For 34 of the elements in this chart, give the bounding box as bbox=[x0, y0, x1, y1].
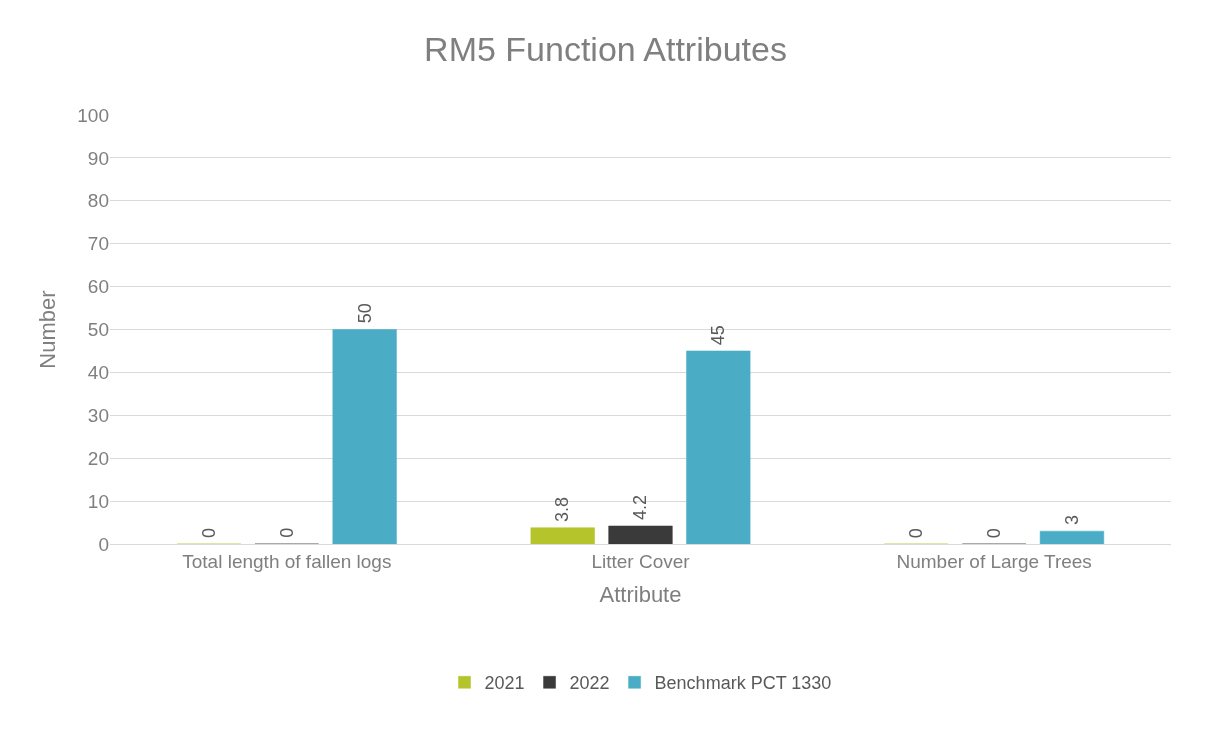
y-tick-label: 60 bbox=[87, 276, 109, 298]
x-tick-label: Number of Large Trees bbox=[896, 550, 1092, 572]
y-tick-label: 10 bbox=[87, 490, 109, 512]
data-label: 0 bbox=[906, 528, 927, 539]
data-label: 3.8 bbox=[552, 496, 573, 522]
y-tick-label: 40 bbox=[87, 362, 109, 384]
chart-title: RM5 Function Attributes bbox=[424, 29, 787, 68]
bar bbox=[530, 527, 595, 544]
y-tick-label: 50 bbox=[87, 319, 109, 341]
y-tick-label: 20 bbox=[87, 447, 109, 469]
bar bbox=[332, 329, 397, 544]
data-label: 4.2 bbox=[630, 494, 651, 520]
data-label: 50 bbox=[355, 303, 376, 324]
data-label: 3 bbox=[1061, 515, 1082, 526]
y-axis-title: Number bbox=[35, 290, 61, 369]
x-tick-label: Litter Cover bbox=[591, 550, 691, 572]
x-tick-label: Total length of fallen logs bbox=[182, 550, 392, 572]
x-axis-title: Attribute bbox=[599, 581, 682, 607]
y-tick-label: 80 bbox=[87, 190, 109, 212]
bar bbox=[1039, 530, 1105, 544]
legend-label: Benchmark PCT 1330 bbox=[654, 673, 832, 694]
y-tick-label: 30 bbox=[87, 404, 109, 426]
y-tick-label: 100 bbox=[77, 104, 109, 126]
legend-label: 2022 bbox=[569, 673, 610, 694]
legend-label: 2021 bbox=[484, 673, 525, 694]
y-tick-label: 90 bbox=[87, 147, 109, 169]
data-label: 0 bbox=[984, 528, 1005, 539]
data-label: 0 bbox=[276, 527, 297, 538]
data-label: 45 bbox=[708, 325, 729, 346]
y-tick-label: 0 bbox=[98, 533, 109, 555]
y-tick-label: 70 bbox=[87, 233, 109, 255]
data-label: 0 bbox=[199, 528, 220, 539]
bar bbox=[608, 525, 673, 544]
bar bbox=[686, 350, 751, 544]
